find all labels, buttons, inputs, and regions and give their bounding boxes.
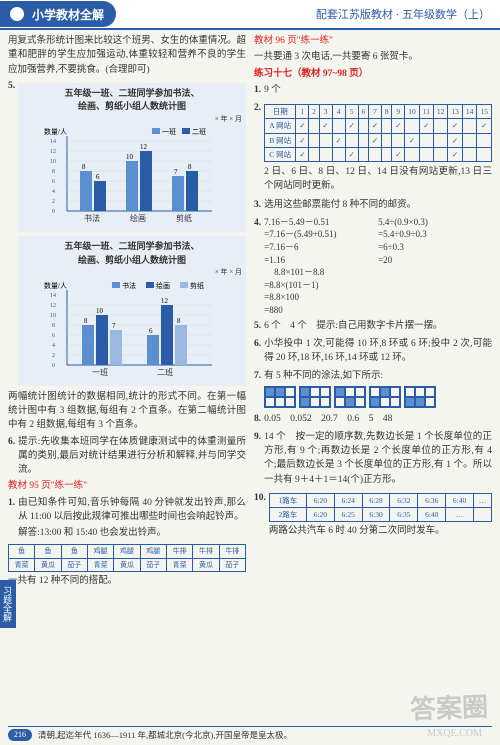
bus-table: 1路车6:206:246:286:326:366:40… 2路车6:206:25… (269, 493, 492, 523)
chart1-date: × 年 × 月 (22, 114, 242, 125)
chart2-title1: 五年级一班、二班同学参加书法、 (22, 240, 242, 254)
svg-text:二班: 二班 (192, 127, 206, 136)
svg-text:12: 12 (140, 143, 148, 151)
chart1: 五年级一班、二班同学参加书法、 绘画、剪纸小组人数统计图 × 年 × 月 数量/… (18, 83, 246, 233)
shapes (264, 386, 492, 408)
svg-text:10: 10 (50, 159, 56, 165)
svg-text:0: 0 (52, 209, 55, 215)
chart2-title2: 绘画、剪纸小组人数统计图 (22, 254, 242, 268)
svg-text:8: 8 (188, 163, 192, 171)
right-p2: 2 日、6 日、8 日、12 日、14 日没有网站更新,13 日三个网站同时更新… (264, 165, 492, 194)
r-q1: 9 个 (264, 83, 281, 97)
watermark-url: MXQE.COM (427, 728, 482, 739)
chart2: 五年级一班、二班同学参加书法、 绘画、剪纸小组人数统计图 × 年 × 月 数量/… (18, 236, 246, 386)
r-q8: 0.05 0.052 20.7 0.6 5 48 (264, 412, 392, 426)
svg-text:2: 2 (52, 199, 55, 205)
chart1-title1: 五年级一班、二班同学参加书法、 (22, 87, 242, 101)
page-number: 216 (8, 729, 32, 741)
r-q6: 小华投中 1 次,可能得 10 环,8 环或 6 环;投中 2 次,可能得 20… (264, 337, 492, 366)
red95: 教材 95 页"练一练" (8, 479, 246, 493)
svg-text:6: 6 (52, 179, 55, 185)
svg-text:12: 12 (50, 303, 56, 309)
svg-text:12: 12 (50, 149, 56, 155)
svg-text:4: 4 (52, 343, 55, 349)
r-q7: 有 5 种不同的涂法,如下所示: (264, 369, 492, 383)
svg-text:8: 8 (84, 317, 88, 325)
header-right: 配套江苏版教材 · 五年级数学（上） (316, 6, 500, 22)
svg-text:剪纸: 剪纸 (176, 213, 192, 223)
svg-text:10: 10 (96, 307, 104, 315)
svg-text:一班: 一班 (92, 367, 108, 377)
svg-text:6: 6 (149, 327, 153, 335)
svg-text:6: 6 (52, 333, 55, 339)
site-table: 日期123456789101112131415 A 网站✓✓✓✓✓✓✓✓ B 网… (264, 104, 492, 162)
q5-num: 5. (8, 79, 15, 390)
left-q6: 6. 提示:先收集本班同学在体质健康测试中的体重测量所属的类别,最后对统计结果进… (8, 435, 246, 480)
footer-text: 清朝,起迄年代 1636—1911 年,都城北京(今北京),开国皇帝是皇太极。 (38, 729, 292, 741)
svg-text:10: 10 (50, 313, 56, 319)
r-q9: 14 个 按一定的顺序数,先数边长是 1 个长度单位的正方形,有 9 个;再数边… (264, 430, 492, 487)
watermark: 答案圈 (409, 687, 488, 727)
combo-table: 鱼鱼鱼鸡腿鸡腿鸡腿牛排牛排牛排 青菜黄瓜茄子青菜黄瓜茄子青菜黄瓜茄子 (8, 544, 246, 572)
left-p1: 用复式条形统计图来比较这个班男、女生的体重情况。超重和肥胖的学生应加强运动,体重… (8, 34, 246, 77)
svg-text:14: 14 (50, 139, 56, 145)
svg-text:8: 8 (82, 163, 86, 171)
right-p1: 一共要通 3 次电话,一共要寄 6 张贺卡。 (254, 50, 492, 64)
svg-text:7: 7 (174, 168, 178, 176)
left-column: 用复式条形统计图来比较这个班男、女生的体重情况。超重和肥胖的学生应加强运动,体重… (8, 34, 246, 591)
left-q1b: 解答:13:00 和 15:40 也会发出铃声。 (18, 526, 246, 540)
right-p3: 两路公共汽车 6 时 40 分第二次同时发车。 (269, 524, 492, 538)
q5: 5. 五年级一班、二班同学参加书法、 绘画、剪纸小组人数统计图 × 年 × 月 … (8, 79, 246, 390)
content: 用复式条形统计图来比较这个班男、女生的体重情况。超重和肥胖的学生应加强运动,体重… (0, 34, 500, 591)
svg-text:2: 2 (52, 353, 55, 359)
svg-text:8: 8 (177, 317, 181, 325)
r-q5: 6 个 4 个 提示:自己用数字卡片摆一摆。 (264, 319, 442, 333)
left-q1: 1. 由已知条件可知,音乐钟每隔 40 分钟就发出铃声,那么从 11:00 以后… (8, 496, 246, 543)
header: 小学教材全解 配套江苏版教材 · 五年级数学（上） (0, 0, 500, 28)
svg-text:剪纸: 剪纸 (190, 281, 204, 290)
chart1-title2: 绘画、剪纸小组人数统计图 (22, 100, 242, 114)
red96: 教材 96 页"练一练" (254, 34, 492, 48)
logo-section: 小学教材全解 (0, 1, 116, 27)
r-q3: 选用这些邮票能付 8 种不同的邮资。 (264, 198, 416, 212)
left-q1a: 由已知条件可知,音乐钟每隔 40 分钟就发出铃声,那么从 11:00 以后按此规… (18, 496, 246, 525)
side-tab: 习题全解 (0, 580, 16, 628)
svg-text:8: 8 (52, 323, 55, 329)
svg-text:4: 4 (52, 189, 55, 195)
calc-block: 7.16－5.49－0.515.4÷(0.9×0.3) =7.16－(5.49+… (264, 216, 492, 317)
logo-icon (6, 3, 28, 25)
svg-text:二班: 二班 (157, 367, 173, 377)
svg-text:0: 0 (52, 363, 55, 369)
svg-text:6: 6 (96, 173, 100, 181)
svg-text:绘画: 绘画 (130, 213, 146, 223)
svg-text:数量/人: 数量/人 (44, 281, 67, 290)
left-p3: 一共有 12 种不同的搭配。 (8, 574, 246, 588)
divider (0, 28, 500, 30)
right-column: 教材 96 页"练一练" 一共要通 3 次电话,一共要寄 6 张贺卡。 练习十七… (254, 34, 492, 591)
svg-text:10: 10 (126, 153, 134, 161)
svg-text:8: 8 (52, 169, 55, 175)
book-title: 小学教材全解 (32, 6, 104, 23)
chart2-date: × 年 × 月 (22, 267, 242, 278)
left-p2: 两幅统计图统计的数据相同,统计的形式不同。在第一幅统计图中有 3 组数据,每组有… (8, 390, 246, 433)
svg-text:书法: 书法 (122, 281, 136, 290)
footer: 216 清朝,起迄年代 1636—1911 年,都城北京(今北京),开国皇帝是皇… (8, 726, 492, 741)
ex17: 练习十七（教材 97~98 页） (254, 67, 492, 81)
left-q6-text: 提示:先收集本班同学在体质健康测试中的体重测量所属的类别,最后对统计结果进行分析… (18, 435, 246, 478)
svg-text:数量/人: 数量/人 (44, 127, 67, 136)
svg-text:7: 7 (112, 322, 116, 330)
svg-text:12: 12 (161, 297, 169, 305)
chart2-svg: 数量/人 书法 绘画 剪纸 0 2 4 6 8 10 12 14 (42, 280, 222, 380)
svg-text:绘画: 绘画 (156, 281, 170, 290)
chart1-svg: 数量/人 一班 二班 0 2 4 6 8 10 12 14 (42, 126, 222, 226)
svg-text:一班: 一班 (162, 127, 176, 136)
svg-text:14: 14 (50, 293, 56, 299)
svg-text:书法: 书法 (84, 213, 100, 223)
